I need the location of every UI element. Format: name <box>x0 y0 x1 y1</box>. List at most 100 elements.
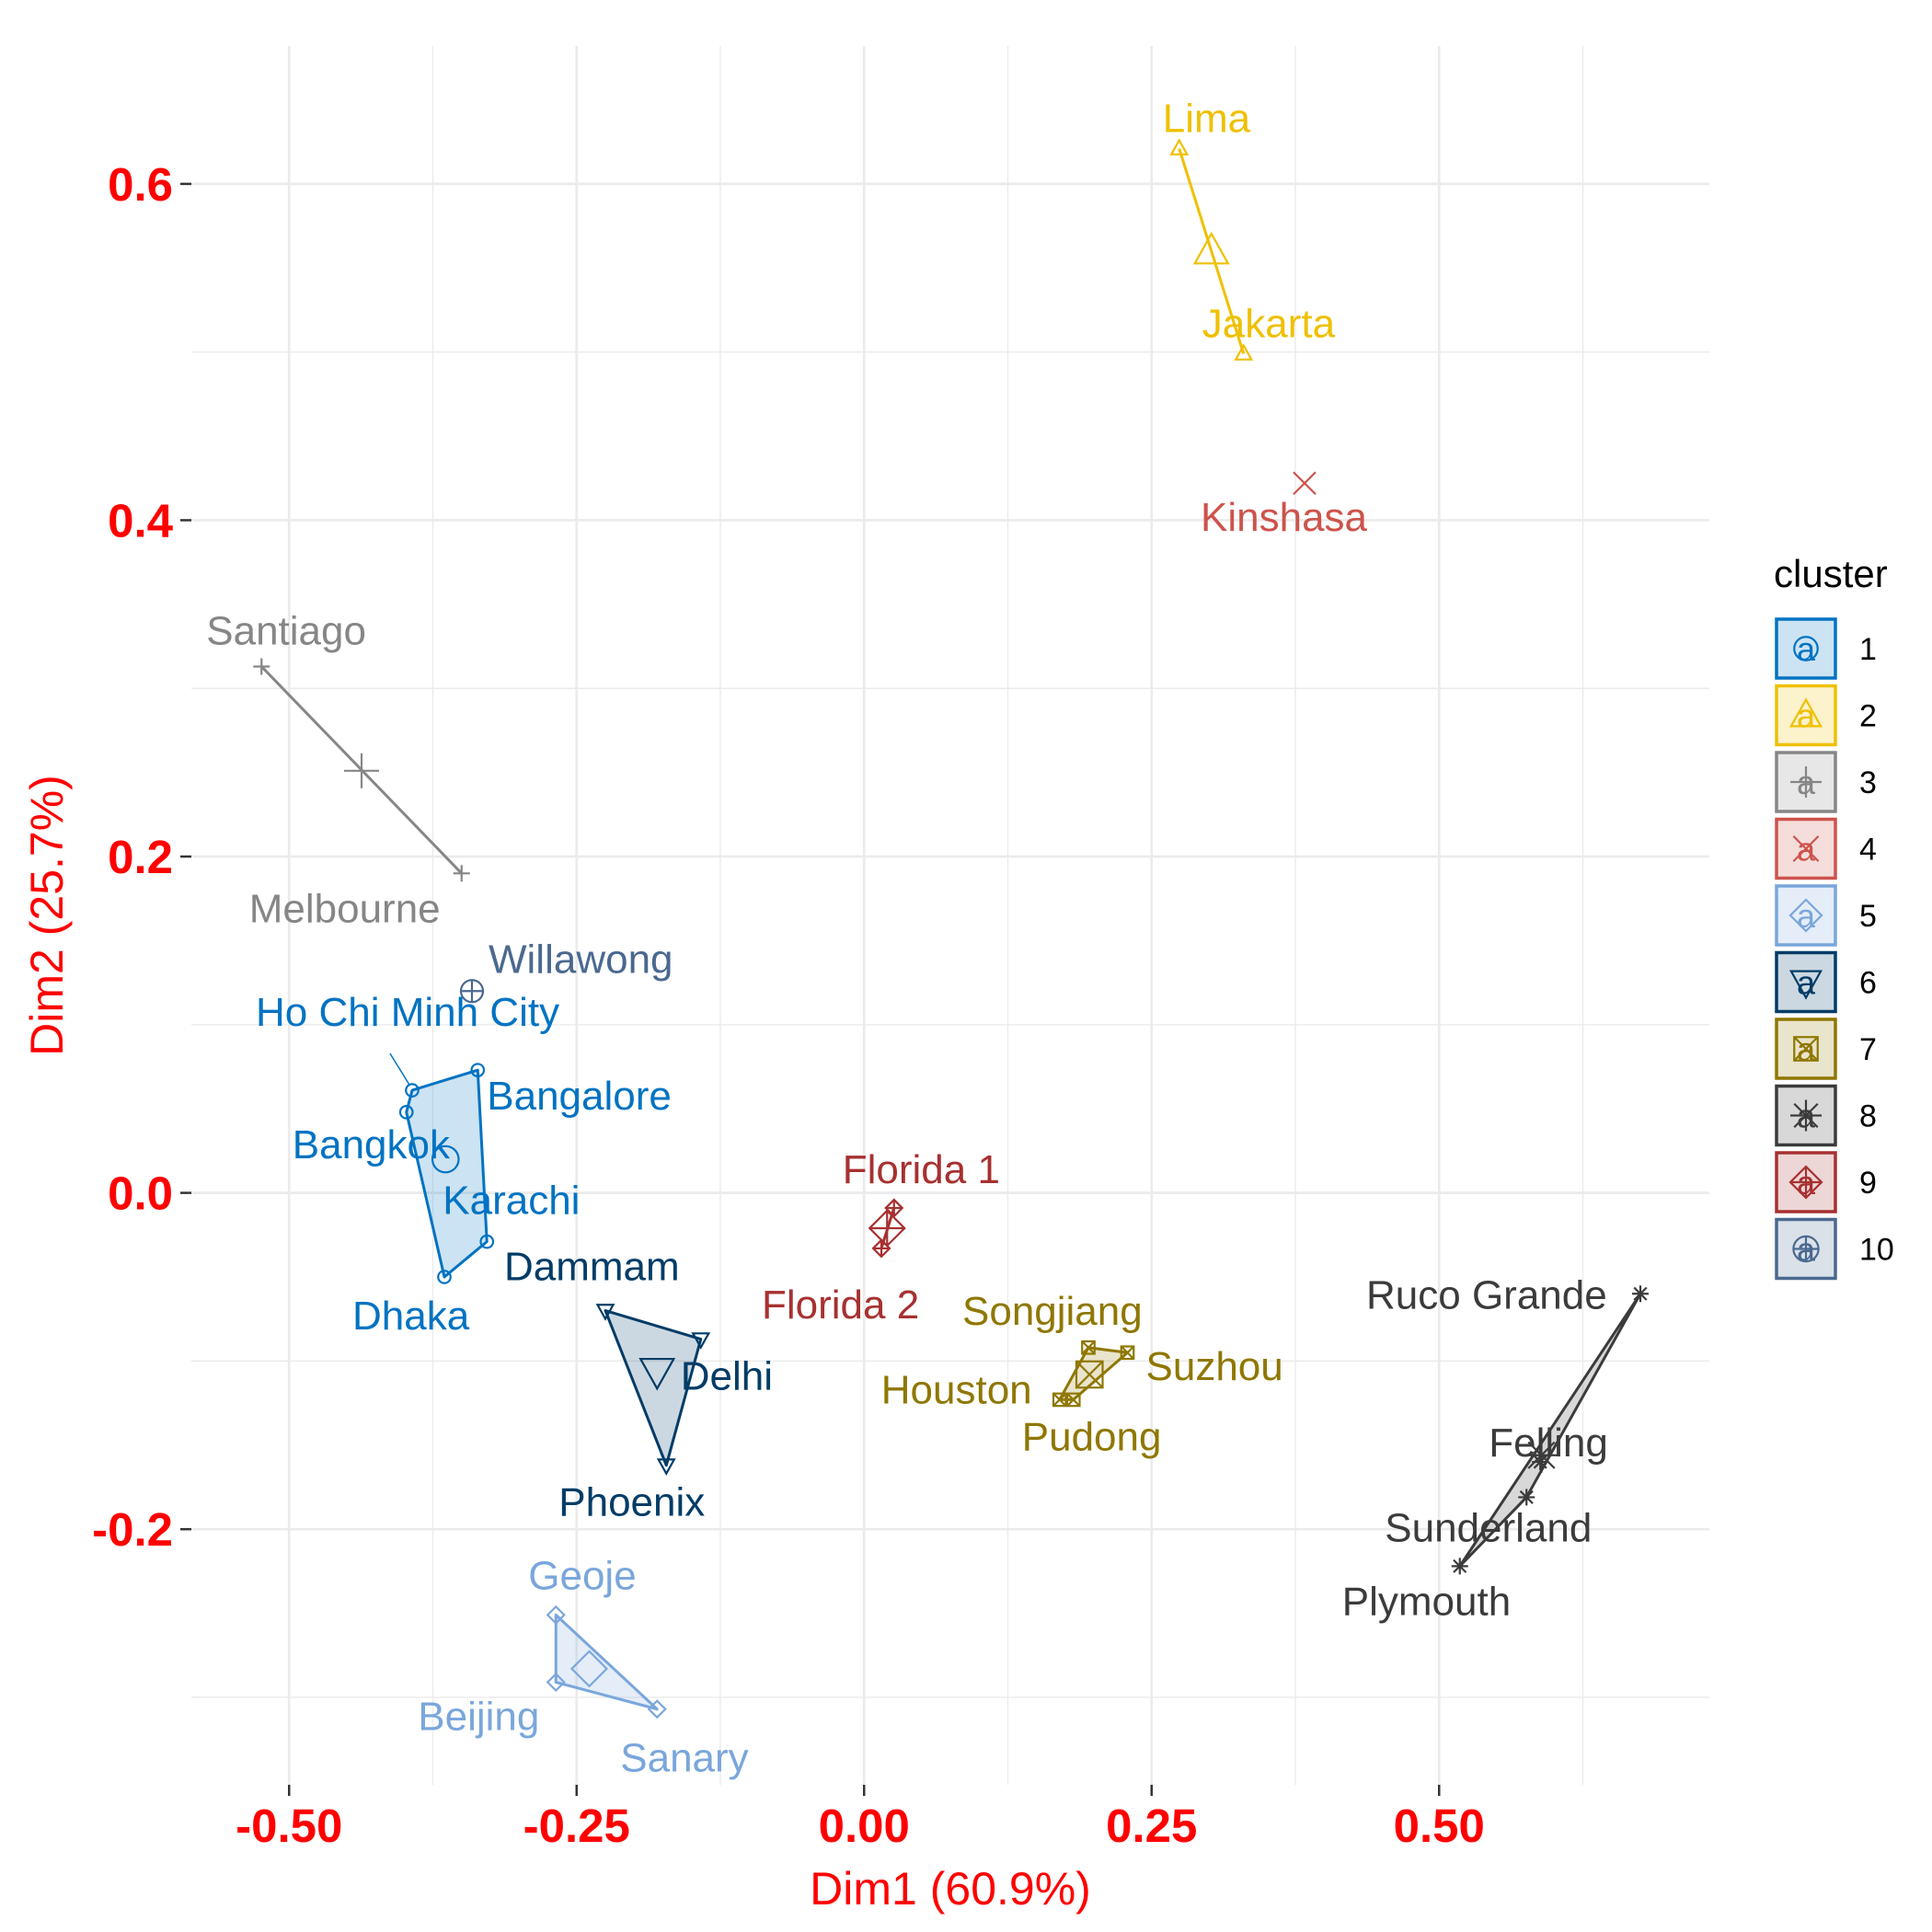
data-point <box>546 1672 566 1693</box>
legend: cluster a 1a 2a 3a 4a 5a 6a 7a 8a 9a 10 <box>1774 552 1894 1281</box>
point-label: Lima <box>1163 96 1251 141</box>
legend-key-marker <box>1793 1036 1819 1062</box>
data-point <box>656 1458 676 1476</box>
point-label: Dammam <box>504 1245 680 1290</box>
data-point <box>1120 1345 1135 1361</box>
data-point <box>595 1304 615 1321</box>
cluster-8-hull <box>1458 1292 1642 1568</box>
data-point <box>1169 138 1190 155</box>
data-point <box>691 1332 711 1350</box>
legend-key-letter: a <box>1797 1098 1816 1135</box>
cluster-7-hull <box>1058 1346 1129 1401</box>
point-label: Bangkok <box>293 1122 451 1167</box>
legend-title: cluster <box>1774 552 1888 595</box>
legend-key-marker <box>1790 1099 1822 1132</box>
legend-key <box>1775 617 1837 680</box>
y-tick-label: 0.0 <box>108 1167 173 1220</box>
point-label: Delhi <box>681 1354 773 1399</box>
legend-label: 3 <box>1859 765 1877 800</box>
x-tick-label: 0.50 <box>1394 1800 1485 1852</box>
point-label: Sunderland <box>1385 1505 1592 1550</box>
y-tick-label: 0.6 <box>108 158 173 211</box>
legend-key <box>1775 950 1837 1014</box>
point-label: Phoenix <box>558 1480 705 1525</box>
legend-key-letter: a <box>1797 1030 1816 1068</box>
x-tick-label: 0.00 <box>819 1800 910 1852</box>
point-label: Pudong <box>1022 1414 1162 1459</box>
point-label: Sanary <box>620 1736 748 1781</box>
legend-key-marker <box>1788 970 1823 1000</box>
legend-items: a 1a 2a 3a 4a 5a 6a 7a 8a 9a 10 <box>1775 617 1894 1281</box>
cluster-4-centroid <box>1293 471 1317 496</box>
data-point <box>884 1198 904 1218</box>
legend-label: 10 <box>1859 1233 1894 1268</box>
point-label: Suzhou <box>1146 1344 1283 1389</box>
cluster-2-centroid <box>1192 231 1230 265</box>
cluster-2-hull <box>1178 148 1246 354</box>
legend-key-marker <box>1788 898 1823 933</box>
x-axis-title: Dim1 (60.9%) <box>810 1863 1091 1915</box>
data-point <box>1081 1340 1096 1355</box>
point-label: Songjiang <box>962 1289 1143 1334</box>
legend-key <box>1775 684 1837 747</box>
legend-key-letter: a <box>1797 897 1816 935</box>
data-point <box>1065 1392 1081 1408</box>
point-label: Florida 1 <box>843 1147 1000 1192</box>
point-label: Karachi <box>443 1179 580 1224</box>
legend-key-marker <box>1790 766 1822 798</box>
y-tick-label: 0.4 <box>108 494 174 546</box>
point-label: Florida 2 <box>762 1282 919 1328</box>
point-label: Willawong <box>489 937 673 982</box>
legend-key-letter: a <box>1797 964 1816 1002</box>
point-label: Felling <box>1489 1420 1608 1466</box>
cluster-5-hull <box>554 1613 659 1711</box>
data-point <box>479 1234 495 1249</box>
cluster-10-centroid <box>459 979 485 1004</box>
point-label: Plymouth <box>1342 1579 1511 1624</box>
legend-label: 5 <box>1859 899 1877 934</box>
data-point <box>398 1105 414 1120</box>
cluster-8-centroid <box>1524 1437 1559 1473</box>
cluster-6-centroid <box>638 1357 676 1391</box>
cluster-3-centroid <box>344 753 379 788</box>
data-point <box>405 1083 420 1098</box>
legend-label: 1 <box>1859 632 1877 667</box>
legend-key-marker <box>1792 1235 1820 1263</box>
legend-item-10: a 10 <box>1775 1217 1894 1281</box>
legend-label: 4 <box>1859 833 1877 868</box>
legend-key-marker <box>1792 835 1820 862</box>
data-point <box>1451 1558 1468 1575</box>
data-point <box>253 658 270 675</box>
cluster-9-centroid <box>868 1209 906 1248</box>
legend-key-marker <box>1793 636 1819 661</box>
data-point <box>1234 343 1254 361</box>
data-point <box>1532 1454 1549 1471</box>
x-tick-label: -0.25 <box>523 1800 630 1852</box>
x-tick-label: 0.25 <box>1106 1800 1197 1852</box>
label-leader-line <box>389 1052 410 1086</box>
cluster-5-centroid <box>569 1650 609 1688</box>
data-point <box>546 1604 566 1625</box>
point-label: Beijing <box>418 1695 539 1740</box>
data-point <box>1632 1285 1649 1303</box>
legend-key-letter: a <box>1797 697 1816 735</box>
legend-key-letter: a <box>1797 831 1816 868</box>
point-label: Jakarta <box>1202 301 1336 346</box>
point-label: Dhaka <box>352 1294 470 1339</box>
x-tick-label: -0.50 <box>236 1800 342 1852</box>
cluster-7-centroid <box>1075 1360 1104 1389</box>
point-label: Geoje <box>528 1553 636 1598</box>
point-label: Houston <box>881 1367 1032 1412</box>
point-label: Santiago <box>206 608 366 653</box>
point-labels: Ho Chi Minh City Bangalore Bangkok Karachi D… <box>206 96 1608 1780</box>
legend-key-letter: a <box>1797 1231 1816 1269</box>
